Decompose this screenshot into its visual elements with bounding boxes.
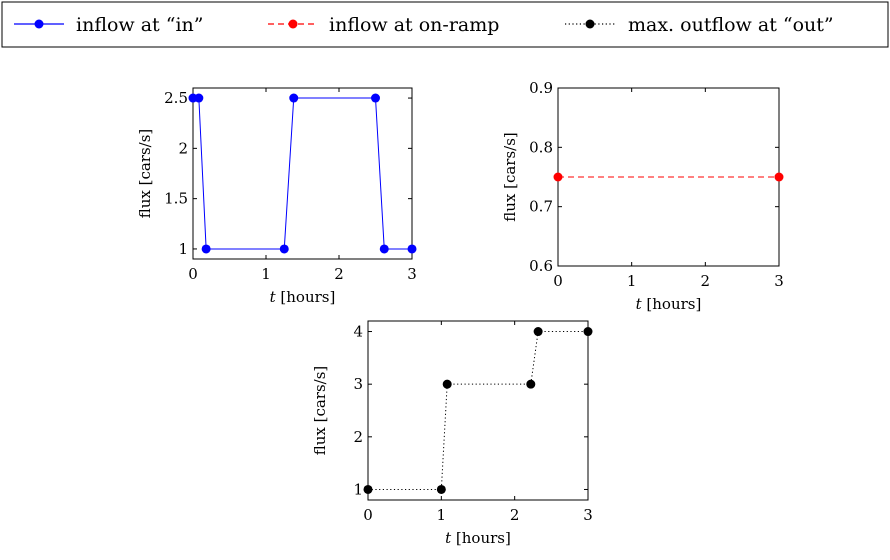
y-axis-label: flux [cars/s]: [501, 132, 519, 222]
x-axis-label-unit: [hours]: [451, 529, 511, 547]
data-point: [436, 484, 446, 494]
legend-entry-2: inflow at on-ramp: [268, 14, 499, 36]
data-point: [583, 327, 593, 337]
data-point: [774, 172, 784, 182]
legend-label-2: inflow at on-ramp: [329, 14, 499, 36]
x-axis-label-unit: [hours]: [276, 288, 336, 306]
legend-swatch-marker-3: [585, 19, 595, 29]
legend-label-3: max. outflow at “out”: [628, 14, 834, 36]
x-axis-label: t [hours]: [445, 529, 511, 547]
series-line: [193, 97, 412, 250]
y-tick-label: 1: [178, 240, 188, 258]
data-point: [363, 484, 373, 494]
x-tick-label: 1: [261, 265, 271, 283]
x-axis-label-var: t: [270, 288, 277, 306]
x-tick-label: 1: [437, 506, 447, 524]
series-line: [368, 331, 588, 490]
x-tick-label: 0: [188, 265, 198, 283]
data-point: [407, 244, 417, 254]
data-point: [194, 93, 204, 103]
x-tick-label: 2: [701, 272, 711, 290]
y-tick-label: 1.5: [164, 190, 188, 208]
x-tick-label: 3: [774, 272, 784, 290]
y-tick-label: 0.6: [529, 257, 553, 275]
x-tick-label: 3: [583, 506, 593, 524]
y-tick-label: 3: [353, 375, 363, 393]
x-axis-label: t [hours]: [270, 288, 336, 306]
x-axis-label-var: t: [445, 529, 452, 547]
plot-frame: [192, 87, 413, 260]
y-tick-label: 4: [353, 323, 363, 341]
plot-frame: [367, 320, 589, 501]
y-axis-label: flux [cars/s]: [136, 129, 154, 219]
data-point: [442, 379, 452, 389]
x-tick-label: 0: [553, 272, 563, 290]
legend-entry-3: max. outflow at “out”: [565, 14, 834, 36]
y-tick-label: 2.5: [164, 89, 188, 107]
y-tick-label: 0.9: [529, 79, 553, 97]
x-tick-label: 1: [627, 272, 637, 290]
data-point: [279, 244, 289, 254]
y-tick-label: 2: [178, 139, 188, 157]
x-tick-label: 0: [363, 506, 373, 524]
x-axis-label: t [hours]: [636, 295, 702, 313]
legend-entry-1: inflow at “in”: [14, 14, 203, 36]
y-axis-label: flux [cars/s]: [311, 366, 329, 456]
chart-inflow-onramp: 0 1 2 3 0.6 0.7 0.8 0.9 t [hours] flux [cars/s]: [501, 79, 784, 313]
data-point: [371, 93, 380, 103]
data-point: [289, 93, 299, 103]
legend-frame: [1, 1, 889, 48]
data-point: [201, 244, 211, 254]
y-tick-label: 0.8: [529, 138, 553, 156]
legend: inflow at “in” inflow at on-ramp max. ou…: [1, 1, 889, 48]
x-tick-label: 2: [510, 506, 520, 524]
data-point: [379, 244, 389, 254]
x-axis-label-var: t: [636, 295, 643, 313]
data-point: [526, 379, 536, 389]
y-tick-label: 0.7: [529, 198, 553, 216]
data-point: [533, 327, 543, 337]
legend-swatch-marker-2: [288, 19, 298, 29]
data-point: [553, 172, 563, 182]
chart-inflow-in: 0 1 2 311.522.5t [hours]flux [cars/s]: [136, 87, 417, 306]
y-tick-label: 1: [353, 480, 363, 498]
x-tick-label: 3: [407, 265, 417, 283]
x-tick-label: 2: [334, 265, 344, 283]
legend-label-1: inflow at “in”: [76, 14, 203, 36]
legend-swatch-marker-1: [34, 19, 44, 29]
x-axis-label-unit: [hours]: [642, 295, 702, 313]
y-tick-label: 2: [353, 428, 363, 446]
